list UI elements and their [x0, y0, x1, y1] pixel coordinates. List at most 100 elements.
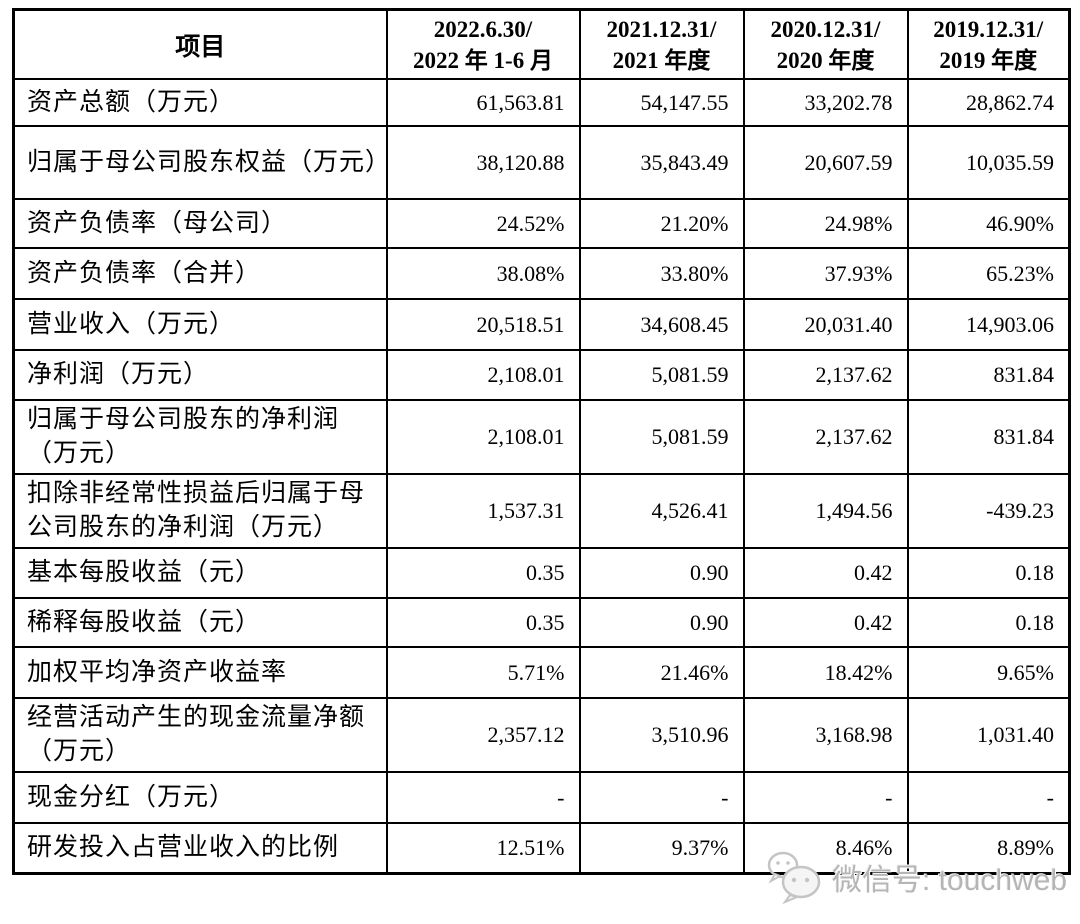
row-value: 21.46%: [578, 646, 745, 699]
row-value: -: [742, 771, 909, 824]
row-label: 经营活动产生的现金流量净额（万元）: [12, 697, 388, 773]
header-period-line1: 2019.12.31/: [933, 16, 1044, 42]
row-value: 9.37%: [578, 822, 745, 874]
row-value: 35,843.49: [578, 125, 745, 200]
row-label: 研发投入占营业收入的比例: [12, 822, 388, 874]
row-value: 8.89%: [906, 822, 1071, 874]
row-value: 0.90: [578, 547, 745, 599]
row-value: 38,120.88: [385, 125, 581, 200]
header-period-line1: 2021.12.31/: [606, 16, 717, 42]
row-label: 资产总额（万元）: [12, 78, 388, 127]
row-value: 54,147.55: [578, 78, 745, 127]
row-value: 9.65%: [906, 646, 1071, 699]
table-row: 现金分红（万元） - - - -: [12, 771, 1071, 824]
row-value: 33.80%: [578, 247, 745, 300]
row-value: 5.71%: [385, 646, 581, 699]
row-value: 10,035.59: [906, 125, 1071, 200]
row-value: 34,608.45: [578, 298, 745, 351]
row-value: 0.18: [906, 597, 1071, 648]
row-value: 0.35: [385, 547, 581, 599]
row-value: 2,137.62: [742, 349, 909, 401]
row-value: 1,494.56: [742, 473, 909, 549]
row-value: 20,607.59: [742, 125, 909, 200]
table-row: 资产负债率（母公司） 24.52% 21.20% 24.98% 46.90%: [12, 198, 1071, 249]
row-value: 0.90: [578, 597, 745, 648]
row-value: 12.51%: [385, 822, 581, 874]
row-value: -439.23: [906, 473, 1071, 549]
row-label: 稀释每股收益（元）: [12, 597, 388, 648]
row-label: 现金分红（万元）: [12, 771, 388, 824]
header-item-label: 项目: [12, 8, 388, 80]
row-label: 资产负债率（合并）: [12, 247, 388, 300]
row-value: 3,168.98: [742, 697, 909, 773]
table-row: 稀释每股收益（元） 0.35 0.90 0.42 0.18: [12, 597, 1071, 648]
row-value: 2,108.01: [385, 349, 581, 401]
row-value: 33,202.78: [742, 78, 909, 127]
table-row: 基本每股收益（元） 0.35 0.90 0.42 0.18: [12, 547, 1071, 599]
row-value: 1,031.40: [906, 697, 1071, 773]
row-value: 24.52%: [385, 198, 581, 249]
header-period-line2: 2022 年 1-6 月: [413, 47, 553, 73]
header-period-line1: 2020.12.31/: [770, 16, 881, 42]
row-value: 0.42: [742, 547, 909, 599]
row-value: 2,357.12: [385, 697, 581, 773]
row-value: 5,081.59: [578, 349, 745, 401]
table-row: 归属于母公司股东的净利润（万元） 2,108.01 5,081.59 2,137.62…: [12, 399, 1071, 475]
table-row: 加权平均净资产收益率 5.71% 21.46% 18.42% 9.65%: [12, 646, 1071, 699]
wechat-icon: [766, 850, 824, 904]
table-row: 资产总额（万元） 61,563.81 54,147.55 33,202.78 28,86…: [12, 78, 1071, 127]
row-value: 14,903.06: [906, 298, 1071, 351]
row-value: 1,537.31: [385, 473, 581, 549]
row-value: -: [906, 771, 1071, 824]
row-label: 归属于母公司股东权益（万元）: [12, 125, 388, 200]
row-value: 61,563.81: [385, 78, 581, 127]
header-period-line2: 2019 年度: [939, 47, 1038, 73]
row-label: 资产负债率（母公司）: [12, 198, 388, 249]
row-value: 20,518.51: [385, 298, 581, 351]
row-value: 3,510.96: [578, 697, 745, 773]
header-row: 项目 2022.6.30/ 2022 年 1-6 月 2021.12.31/ 2…: [12, 8, 1071, 80]
row-label: 营业收入（万元）: [12, 298, 388, 351]
table-row: 净利润（万元） 2,108.01 5,081.59 2,137.62 831.84: [12, 349, 1071, 401]
row-value: 2,137.62: [742, 399, 909, 475]
header-period-2021: 2021.12.31/ 2021 年度: [578, 8, 745, 80]
row-value: 20,031.40: [742, 298, 909, 351]
row-label: 归属于母公司股东的净利润（万元）: [12, 399, 388, 475]
row-value: 38.08%: [385, 247, 581, 300]
header-period-line1: 2022.6.30/: [433, 16, 533, 42]
row-value: -: [385, 771, 581, 824]
financial-summary-table: 项目 2022.6.30/ 2022 年 1-6 月 2021.12.31/ 2…: [12, 8, 1071, 875]
row-label: 净利润（万元）: [12, 349, 388, 401]
row-value: 18.42%: [742, 646, 909, 699]
header-period-2019: 2019.12.31/ 2019 年度: [906, 8, 1071, 80]
row-label: 基本每股收益（元）: [12, 547, 388, 599]
row-value: 5,081.59: [578, 399, 745, 475]
table-row: 营业收入（万元） 20,518.51 34,608.45 20,031.40 14,90…: [12, 298, 1071, 351]
row-value: 21.20%: [578, 198, 745, 249]
row-value: 24.98%: [742, 198, 909, 249]
header-period-line2: 2021 年度: [612, 47, 711, 73]
row-value: 65.23%: [906, 247, 1071, 300]
row-value: 2,108.01: [385, 399, 581, 475]
table-row: 扣除非经常性损益后归属于母公司股东的净利润（万元） 1,537.31 4,526.4…: [12, 473, 1071, 549]
row-value: 0.42: [742, 597, 909, 648]
row-label: 加权平均净资产收益率: [12, 646, 388, 699]
table-row: 经营活动产生的现金流量净额（万元） 2,357.12 3,510.96 3,168.9…: [12, 697, 1071, 773]
header-period-2020: 2020.12.31/ 2020 年度: [742, 8, 909, 80]
row-value: -: [578, 771, 745, 824]
table-row: 归属于母公司股东权益（万元） 38,120.88 35,843.49 20,607.5…: [12, 125, 1071, 200]
table-row: 研发投入占营业收入的比例 12.51% 9.37% 8.46% 8.89%: [12, 822, 1071, 874]
row-label: 扣除非经常性损益后归属于母公司股东的净利润（万元）: [12, 473, 388, 549]
header-period-2022: 2022.6.30/ 2022 年 1-6 月: [385, 8, 581, 80]
table-row: 资产负债率（合并） 38.08% 33.80% 37.93% 65.23%: [12, 247, 1071, 300]
row-value: 4,526.41: [578, 473, 745, 549]
watermark-text: 微信号: touchweb: [832, 864, 1068, 897]
row-value: 831.84: [906, 399, 1071, 475]
header-period-line2: 2020 年度: [776, 47, 875, 73]
watermark: 微信号: touchweb: [766, 850, 1067, 904]
row-value: 37.93%: [742, 247, 909, 300]
row-value: 46.90%: [906, 198, 1071, 249]
row-value: 0.35: [385, 597, 581, 648]
row-value: 0.18: [906, 547, 1071, 599]
row-value: 831.84: [906, 349, 1071, 401]
